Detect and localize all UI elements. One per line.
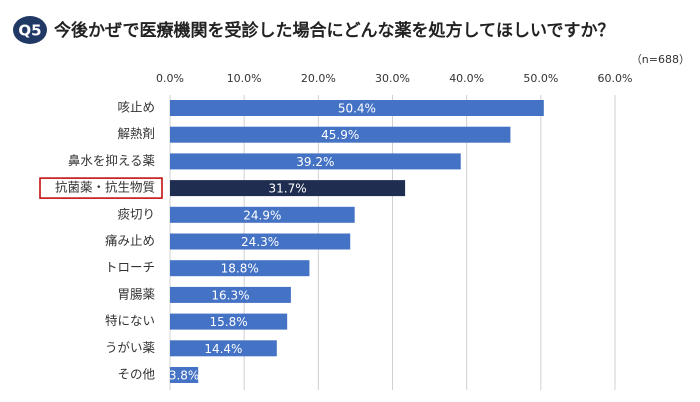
bar <box>170 100 544 116</box>
bar <box>170 367 199 383</box>
bar <box>170 206 355 223</box>
value-label: 18.8% <box>221 262 259 276</box>
x-tick-label: 0.0% <box>156 72 184 85</box>
question-badge <box>13 16 47 44</box>
y-tick-label: うがい薬 <box>105 340 156 355</box>
bar <box>170 340 277 357</box>
y-tick-label: 鼻水を抑える薬 <box>68 153 156 168</box>
bar <box>170 286 291 303</box>
value-label: 14.4% <box>204 342 242 356</box>
y-tick-label: 咳止め <box>117 100 155 115</box>
y-tick-label: その他 <box>117 367 155 382</box>
sample-note: （n=688） <box>631 53 690 66</box>
y-tick-label: トローチ <box>105 260 155 275</box>
value-label: 3.8% <box>169 369 200 383</box>
bar <box>170 260 310 277</box>
x-tick-label: 60.0% <box>598 72 633 85</box>
bar <box>170 153 461 170</box>
x-tick-label: 30.0% <box>375 72 410 85</box>
value-label: 16.3% <box>211 288 249 302</box>
value-label: 15.8% <box>210 315 248 329</box>
highlight-box <box>39 177 163 199</box>
bar <box>170 313 288 330</box>
question-label: Q5 <box>18 22 41 40</box>
value-label: 45.9% <box>321 128 359 142</box>
bar <box>170 126 511 143</box>
y-tick-label: 抗菌薬・抗生物質 <box>55 180 155 195</box>
y-tick-label: 解熱剤 <box>117 126 155 141</box>
y-tick-label: 胃腸薬 <box>117 286 155 301</box>
value-label: 24.3% <box>241 235 279 249</box>
y-tick-label: 特にない <box>105 313 155 328</box>
value-label: 50.4% <box>338 102 376 116</box>
value-label: 24.9% <box>243 208 281 222</box>
x-tick-label: 40.0% <box>449 72 484 85</box>
chart-title: 今後かぜで医療機関を受診した場合にどんな薬を処方してほしいですか？ <box>54 20 615 41</box>
bar <box>170 233 351 250</box>
value-label: 39.2% <box>296 155 334 169</box>
bar <box>170 180 406 197</box>
x-tick-label: 10.0% <box>227 72 262 85</box>
x-tick-label: 20.0% <box>301 72 336 85</box>
value-label: 31.7% <box>268 182 306 196</box>
x-tick-label: 50.0% <box>523 72 558 85</box>
y-tick-label: 痰切り <box>117 206 155 221</box>
y-tick-label: 痛み止め <box>105 233 155 248</box>
